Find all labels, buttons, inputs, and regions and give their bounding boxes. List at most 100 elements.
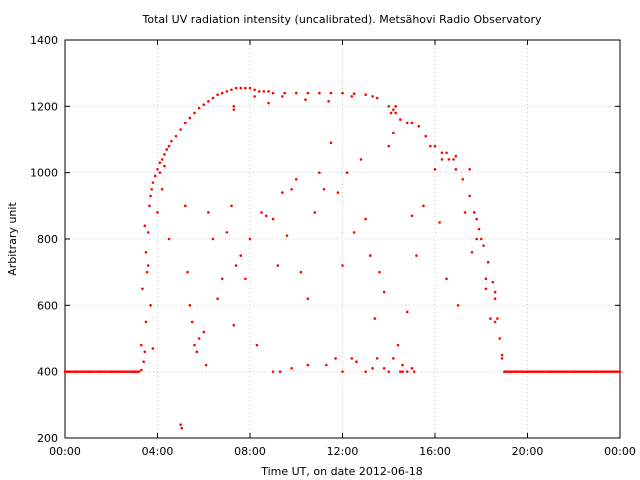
data-point [410,214,414,218]
data-point [167,237,171,241]
data-point [415,254,418,257]
data-point [405,121,409,125]
data-point [387,370,391,373]
data-point [341,91,344,95]
data-point [500,353,504,357]
data-point [322,187,326,191]
data-point [352,231,356,234]
data-point [183,121,187,125]
data-point [267,90,270,93]
data-point [433,144,437,148]
x-tick-label: 00:00 [604,445,636,458]
data-point [454,154,458,158]
data-point [149,304,152,307]
data-point [364,217,367,221]
y-tick-label: 600 [37,299,58,312]
data-point [329,91,333,95]
data-point [281,191,284,194]
x-tick-label: 08:00 [234,445,266,458]
data-point [447,158,451,161]
data-point [193,111,196,115]
data-point [482,244,485,247]
data-point [180,426,184,430]
data-point [193,343,196,347]
data-point [355,360,358,364]
chart-title: Total UV radiation intensity (uncalibrat… [142,13,542,26]
data-point [496,317,499,320]
data-point [146,231,150,234]
data-point [202,103,206,106]
data-point [352,92,356,96]
x-tick-labels: 00:00 04:00 08:00 12:00 16:00 20:00 00:00 [49,445,636,458]
data-point [318,91,321,95]
data-point [260,211,263,214]
x-tick-label: 00:00 [49,445,81,458]
data-point [438,221,441,224]
data-point [433,168,437,171]
data-point [422,204,425,208]
data-point [188,116,192,120]
data-point [341,370,344,373]
data-point [149,194,152,198]
data-point [500,357,504,360]
data-point [230,204,233,208]
data-point [160,158,164,161]
data-point [143,224,147,228]
data-point [387,105,391,108]
data-point [475,237,478,241]
data-point [211,237,215,241]
data-point [197,106,201,110]
data-point [202,330,206,334]
data-point [336,191,340,194]
x-tick-label: 16:00 [419,445,451,458]
data-point [394,111,397,115]
data-point [364,370,367,373]
data-point [484,277,488,281]
y-tick-label: 800 [37,233,58,246]
data-point [456,304,460,307]
data-point [158,161,162,165]
data-point [220,277,224,281]
data-point [313,211,317,214]
data-point [225,231,229,234]
data-point [271,91,275,95]
data-point [424,134,428,138]
data-point [392,108,395,111]
data-point [341,264,344,267]
data-point [158,171,162,174]
data-point [399,370,402,373]
data-point [463,211,467,214]
data-point [255,343,259,347]
data-point [257,90,261,93]
data-point [498,337,502,340]
data-point [197,337,201,340]
data-point [281,95,284,98]
data-point [253,95,256,98]
data-point [239,254,243,257]
data-point [440,158,444,161]
data-point [334,357,337,360]
data-point [405,370,409,373]
data-point [440,151,444,155]
data-point [318,171,321,174]
data-point [234,264,238,267]
data-point [373,317,377,320]
data-point [493,290,497,294]
data-point [276,264,280,267]
data-point [410,367,414,370]
data-point [396,343,400,347]
data-point [232,105,236,108]
data-point [392,357,395,360]
data-point [371,367,374,370]
data-point [151,347,155,350]
data-point [140,368,143,372]
data-point [264,214,268,218]
data-point [375,96,379,100]
data-point [327,100,330,103]
data-point [244,86,247,90]
data-point [350,357,354,360]
data-point [475,217,478,221]
data-point [179,128,182,131]
data-point [204,363,208,367]
data-point [399,118,402,121]
